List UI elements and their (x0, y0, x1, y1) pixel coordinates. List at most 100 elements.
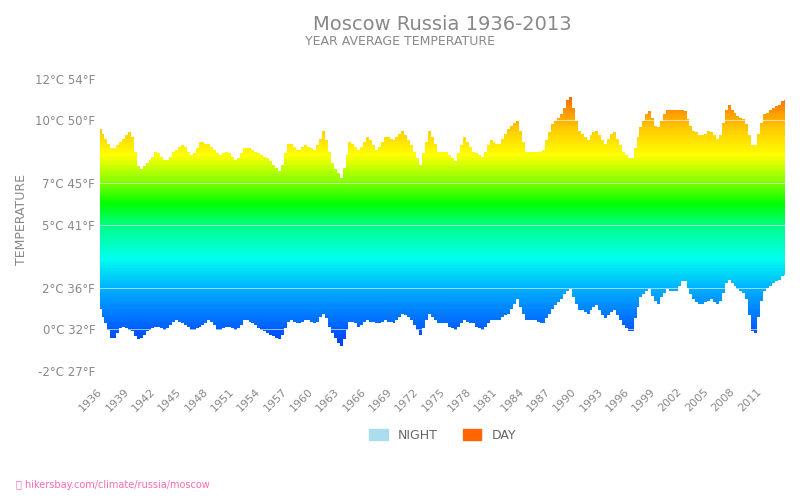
Bar (98, 171, 337, 172)
Bar (286, 148, 295, 150)
Bar (722, 126, 748, 128)
Bar (754, 332, 757, 333)
Bar (98, 284, 681, 286)
Bar (366, 137, 369, 138)
Bar (634, 152, 786, 154)
Bar (172, 154, 190, 155)
Bar (325, 314, 402, 315)
Bar (98, 147, 110, 148)
Bar (263, 330, 284, 332)
Bar (739, 290, 766, 291)
Bar (719, 136, 751, 137)
Bar (98, 198, 786, 200)
Bar (98, 166, 140, 168)
Bar (428, 140, 434, 142)
Bar (98, 192, 786, 194)
Bar (486, 150, 525, 152)
Bar (346, 158, 419, 160)
Bar (551, 130, 581, 132)
Bar (98, 202, 786, 203)
Bar (98, 304, 513, 306)
Bar (760, 124, 786, 126)
Bar (98, 231, 786, 232)
Bar (98, 189, 786, 190)
Bar (258, 325, 286, 326)
Bar (98, 213, 786, 215)
Bar (98, 158, 137, 160)
Bar (286, 152, 331, 154)
Bar (358, 324, 363, 325)
Bar (425, 145, 437, 147)
Bar (490, 142, 495, 144)
Bar (137, 338, 140, 340)
Bar (107, 325, 169, 326)
Bar (722, 129, 748, 130)
Bar (349, 144, 354, 145)
Bar (342, 168, 786, 170)
Bar (625, 326, 634, 328)
Bar (722, 132, 748, 134)
Bar (422, 156, 451, 158)
Bar (146, 164, 275, 166)
Bar (251, 322, 286, 324)
Bar (595, 130, 598, 132)
Bar (210, 320, 242, 322)
Bar (134, 333, 146, 334)
Bar (693, 296, 722, 298)
Bar (346, 166, 786, 168)
Bar (634, 156, 786, 158)
Bar (131, 330, 149, 332)
Bar (590, 136, 602, 137)
Bar (422, 160, 454, 162)
Bar (198, 142, 205, 144)
Bar (98, 174, 340, 176)
Bar (142, 166, 275, 168)
Bar (637, 147, 786, 148)
Bar (469, 322, 490, 324)
Bar (334, 336, 346, 338)
Bar (654, 299, 660, 300)
Bar (102, 315, 322, 317)
Bar (319, 142, 328, 144)
Bar (107, 324, 172, 325)
Bar (425, 144, 437, 145)
Bar (186, 325, 202, 326)
Bar (416, 325, 425, 326)
Bar (328, 322, 349, 324)
Bar (475, 324, 486, 325)
Bar (569, 98, 572, 100)
Bar (193, 154, 219, 155)
Bar (686, 281, 728, 283)
Bar (660, 122, 690, 124)
Bar (725, 120, 746, 121)
Bar (337, 341, 342, 342)
Bar (566, 104, 572, 106)
Bar (575, 300, 639, 302)
Bar (510, 126, 519, 128)
Bar (98, 240, 786, 242)
Bar (346, 156, 416, 158)
Bar (504, 134, 522, 136)
Bar (628, 330, 634, 332)
Bar (458, 156, 628, 158)
Bar (413, 320, 425, 322)
Bar (334, 334, 346, 336)
Bar (102, 308, 510, 310)
Bar (463, 142, 469, 144)
Bar (354, 322, 363, 324)
Bar (281, 170, 337, 171)
Bar (98, 298, 563, 299)
Bar (622, 320, 634, 322)
Bar (98, 270, 786, 272)
Bar (98, 181, 786, 182)
Bar (557, 118, 575, 120)
Bar (337, 340, 342, 341)
Bar (466, 320, 490, 322)
Bar (181, 322, 207, 324)
Bar (486, 148, 525, 150)
Bar (463, 138, 466, 140)
Bar (134, 334, 142, 336)
Bar (98, 164, 137, 166)
Bar (137, 336, 142, 338)
Bar (322, 136, 325, 137)
